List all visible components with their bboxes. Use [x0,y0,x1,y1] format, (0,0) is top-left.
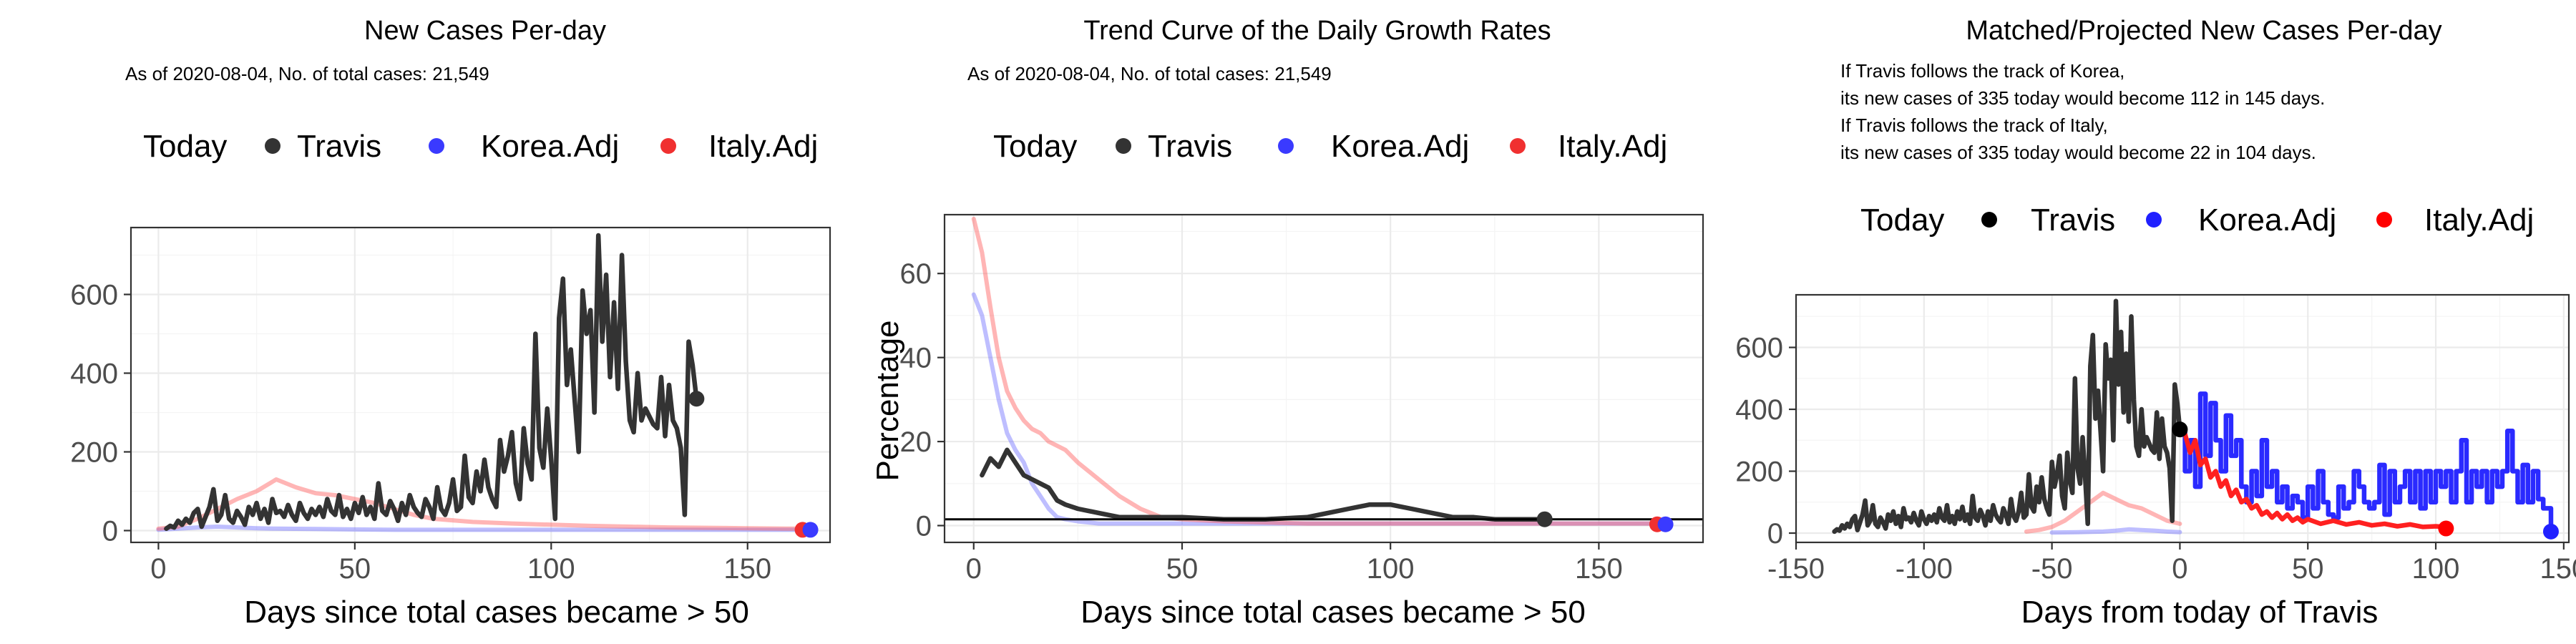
chart-1-point-travis [688,391,705,407]
chart-3-series-travis [1832,298,2182,535]
chart-2-legend-label-italy: Italy.Adj [1558,129,1667,164]
chart-1-legend-key-travis [265,138,280,154]
chart-3-legend-title: Today [1860,203,1944,238]
chart-1-x-tick-label: 100 [527,553,575,585]
chart-2-legend-label-korea: Korea.Adj [1331,129,1469,164]
chart-1-series-group [156,233,813,532]
chart-3-series-korea-adj [2177,391,2554,535]
chart-1-series-korea-adj [156,525,813,532]
chart-1-legend-title: Today [143,129,227,164]
chart-3-legend-key-travis [1981,212,1997,228]
chart-2-subtitle: As of 2020-08-04, No. of total cases: 21… [967,63,1332,84]
chart-3-point-travis [2172,421,2188,438]
chart-2-y-tick-label: 40 [900,343,932,374]
chart-1-point-korea-adj [802,522,819,538]
chart-3-annotation-line-2: its new cases of 335 today would become … [1840,87,2325,109]
chart-1-series-travis [164,233,699,532]
chart-1-subtitle: As of 2020-08-04, No. of total cases: 21… [125,63,489,84]
chart-1-y-tick-label: 600 [70,280,118,311]
chart-2-legend-key-italy [1510,138,1526,154]
chart-3-y-tick-label: 400 [1735,394,1783,426]
chart-3-annotation-line-4: its new cases of 335 today would become … [1840,142,2316,163]
chart-3-point-italy-adj [2438,520,2454,537]
chart-3-series-korea-adj-hist [2049,527,2182,535]
chart-1-legend-label-italy: Italy.Adj [708,129,818,164]
chart-2-point-travis [1536,511,1553,527]
chart-3-x-tick-label: 50 [2292,553,2324,585]
chart-1-legend-label-travis: Travis [297,129,381,164]
chart-2-legend: Today Travis Korea.Adj Italy.Adj [993,129,1667,164]
chart-2-panel-border [943,213,1704,544]
chart-3-legend-key-italy [2376,212,2392,228]
chart-2-xlabel: Days since total cases became > 50 [1080,595,1586,630]
chart-3-plot: -150 -100 -50 0 50 100 150 0 200 400 600 [1735,293,2576,585]
chart-3-series-group [1832,298,2554,535]
chart-2-point-korea-adj [1657,516,1674,532]
chart-2-x-tick-label: 100 [1367,553,1415,585]
chart-3-y-tick-label: 200 [1735,457,1783,488]
chart-1-legend-key-italy [660,138,676,154]
chart-3-panel-border [1795,293,2570,544]
chart-1-y-tick-label: 0 [102,516,118,547]
chart-1-panel-bg [131,228,830,542]
chart-3-annotation-line-1: If Travis follows the track of Korea, [1840,60,2124,82]
chart-2-legend-key-travis [1116,138,1131,154]
chart-2-title: Trend Curve of the Daily Growth Rates [1083,16,1551,46]
chart-1-y-tick-label: 400 [70,358,118,390]
chart-3-x-tick-label: -100 [1896,553,1953,585]
chart-1-legend-label-korea: Korea.Adj [481,129,619,164]
chart-1-legend-key-korea [429,138,444,154]
chart-3-x-tick-label: 150 [2540,553,2576,585]
chart-2: Trend Curve of the Daily Growth Rates As… [870,16,1704,630]
chart-2-x-tick-label: 150 [1575,553,1623,585]
chart-2-plot: 0 50 100 150 0 20 40 60 [900,213,1704,585]
chart-3-legend-label-italy: Italy.Adj [2424,203,2534,238]
chart-3-y-tick-label: 600 [1735,333,1783,364]
chart-3-legend-key-korea [2146,212,2162,228]
chart-3-point-korea-adj [2542,523,2559,540]
chart-2-series-travis [980,447,1547,522]
chart-2-legend-title: Today [993,129,1077,164]
chart-2-series-italy-adj [971,216,1659,526]
chart-2-panel-bg [945,215,1703,542]
chart-1-x-tick-label: 150 [723,553,771,585]
chart-2-y-tick-label: 20 [900,426,932,458]
chart-3-annotation-line-3: If Travis follows the track of Italy, [1840,114,2108,136]
chart-2-legend-label-travis: Travis [1148,129,1232,164]
chart-1-title: New Cases Per-day [364,16,606,46]
chart-3-series-italy-adj-hist [2024,490,2182,534]
chart-3-y-tick-label: 0 [1767,518,1783,550]
chart-3-x-tick-label: 100 [2412,553,2460,585]
chart-1-legend: Today Travis Korea.Adj Italy.Adj [143,129,818,164]
chart-3-panel-bg [1796,295,2569,542]
chart-3-x-tick-label: -50 [2031,553,2073,585]
chart-2-x-tick-label: 0 [966,553,982,585]
chart-2-legend-key-korea [1278,138,1294,154]
chart-3-legend: Today Travis Korea.Adj Italy.Adj [1860,203,2534,238]
chart-1-xlabel: Days since total cases became > 50 [244,595,749,630]
chart-1-y-tick-label: 200 [70,437,118,469]
chart-3-legend-label-korea: Korea.Adj [2198,203,2336,238]
chart-3-xlabel: Days from today of Travis [2021,595,2379,630]
chart-1-plot: 0 50 100 150 0 200 400 600 [70,226,831,585]
chart-1-x-tick-label: 50 [339,553,371,585]
chart-2-y-tick-label: 0 [916,511,932,542]
chart-1-panel-border [130,226,831,544]
chart-3-series-italy-adj [2177,426,2449,530]
chart-2-ylabel: Percentage [870,320,905,481]
chart-3-x-tick-label: -150 [1767,553,1825,585]
chart-3-title: Matched/Projected New Cases Per-day [1966,16,2441,46]
chart-1-x-tick-label: 0 [150,553,166,585]
chart-3-legend-label-travis: Travis [2031,203,2115,238]
chart-3: Matched/Projected New Cases Per-day If T… [1735,16,2576,630]
chart-1: New Cases Per-day As of 2020-08-04, No. … [70,16,831,630]
chart-2-y-tick-label: 60 [900,258,932,290]
chart-2-x-tick-label: 50 [1166,553,1199,585]
chart-3-x-tick-label: 0 [2172,553,2187,585]
chart-3-annotation: If Travis follows the track of Korea, it… [1840,60,2325,163]
